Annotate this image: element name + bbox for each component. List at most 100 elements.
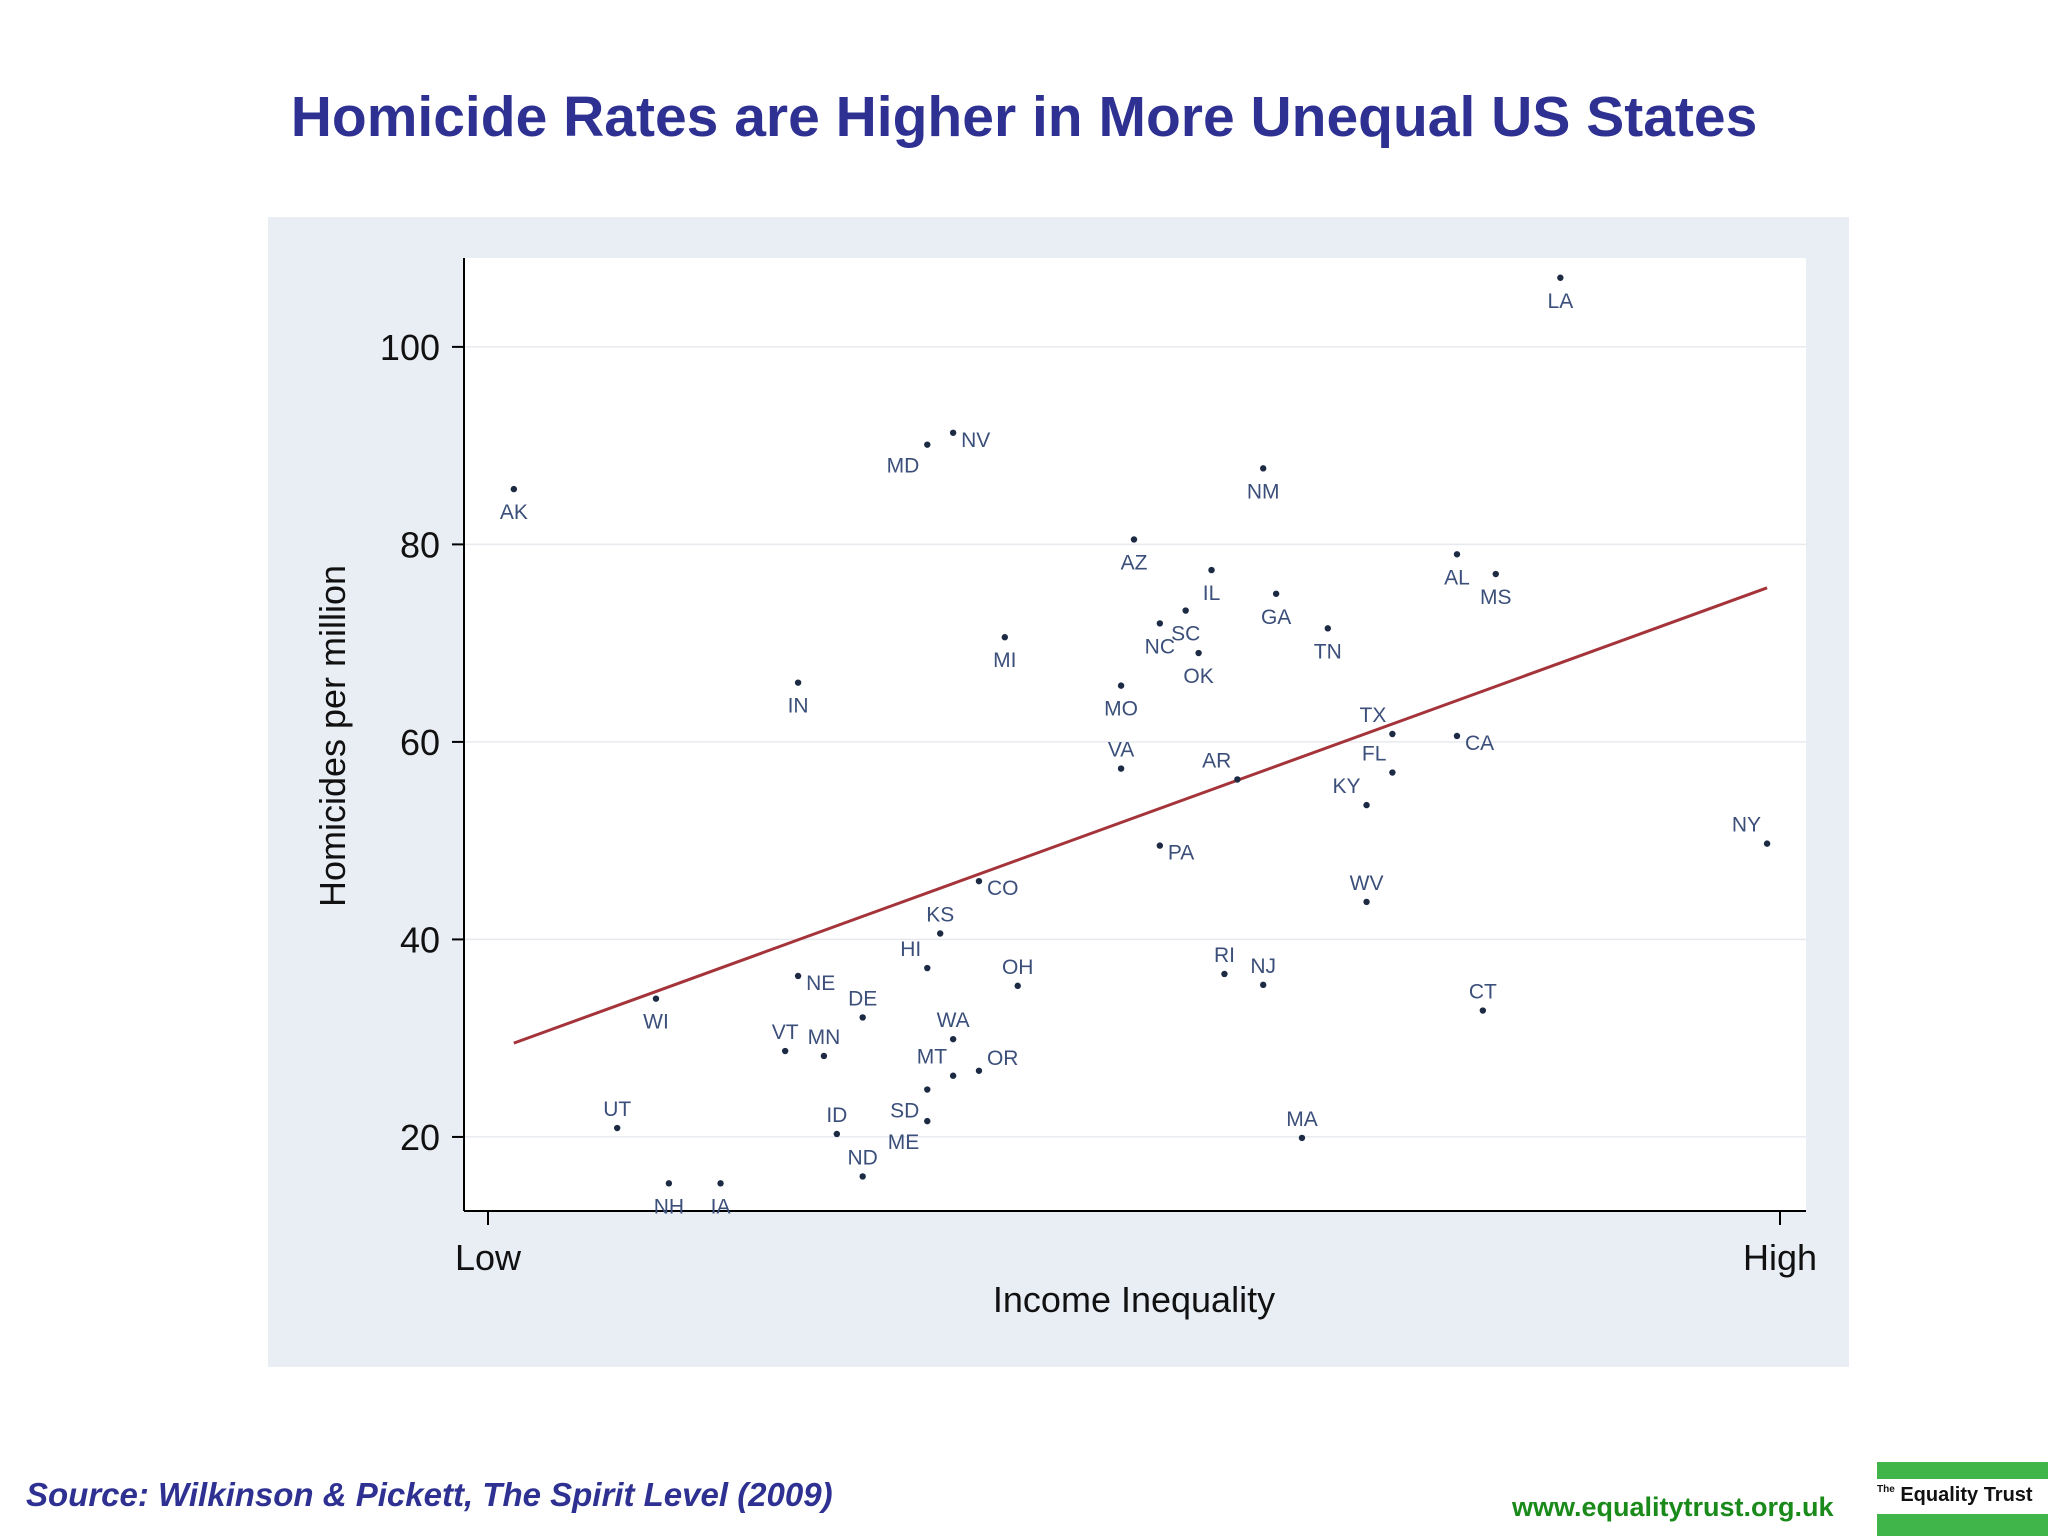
gridlines bbox=[464, 346, 1806, 1138]
point-wv bbox=[1363, 898, 1370, 906]
point-mt bbox=[949, 1072, 957, 1079]
point-wi bbox=[652, 995, 660, 1002]
point-label-ok: OK bbox=[1183, 665, 1213, 688]
point-label-nc: NC bbox=[1145, 635, 1175, 658]
x-axis-title: Income Inequality bbox=[993, 1279, 1275, 1320]
point-id bbox=[833, 1130, 841, 1138]
point-ma bbox=[1298, 1134, 1306, 1142]
point-nd bbox=[859, 1173, 866, 1180]
point-tx bbox=[1389, 730, 1396, 738]
point-nc bbox=[1156, 620, 1164, 627]
y-tick-label: 20 bbox=[400, 1117, 440, 1158]
logo-top-bar bbox=[1877, 1462, 2048, 1479]
point-nh bbox=[665, 1180, 673, 1187]
point-ne bbox=[794, 972, 802, 980]
point-me bbox=[924, 1117, 931, 1125]
point-label-mn: MN bbox=[808, 1026, 841, 1049]
point-ca bbox=[1453, 732, 1461, 740]
point-label-wv: WV bbox=[1350, 872, 1384, 895]
point-label-co: CO bbox=[987, 877, 1019, 900]
point-label-mi: MI bbox=[993, 649, 1016, 672]
point-label-mo: MO bbox=[1104, 698, 1138, 721]
point-md bbox=[924, 441, 931, 448]
point-al bbox=[1453, 551, 1461, 558]
y-axis-title: Homicides per million bbox=[312, 565, 353, 907]
point-label-wi: WI bbox=[643, 1011, 669, 1034]
equality-trust-logo: The Equality Trust bbox=[1877, 1462, 2048, 1536]
point-ri bbox=[1221, 970, 1228, 978]
point-label-sd: SD bbox=[890, 1100, 919, 1123]
point-va bbox=[1117, 765, 1125, 772]
point-mi bbox=[1001, 634, 1008, 641]
logo-bottom-bar bbox=[1877, 1514, 2048, 1536]
point-label-ks: KS bbox=[926, 903, 954, 926]
point-label-vt: VT bbox=[772, 1021, 799, 1044]
point-ia bbox=[717, 1180, 724, 1187]
y-tick-label: 100 bbox=[380, 327, 440, 368]
point-label-oh: OH bbox=[1002, 956, 1034, 979]
point-label-va: VA bbox=[1108, 739, 1134, 762]
point-label-al: AL bbox=[1444, 566, 1470, 589]
website-link[interactable]: www.equalitytrust.org.uk bbox=[1512, 1492, 1834, 1522]
point-label-ar: AR bbox=[1202, 749, 1231, 772]
point-label-ut: UT bbox=[603, 1098, 631, 1121]
point-ga bbox=[1272, 590, 1280, 597]
point-label-az: AZ bbox=[1121, 551, 1148, 574]
point-label-ak: AK bbox=[500, 501, 528, 524]
point-label-ma: MA bbox=[1286, 1108, 1318, 1131]
point-hi bbox=[924, 964, 931, 972]
point-il bbox=[1208, 566, 1215, 574]
x-tick-label: High bbox=[1743, 1237, 1817, 1278]
point-pa bbox=[1156, 842, 1164, 849]
point-ok bbox=[1195, 649, 1202, 657]
point-mo bbox=[1117, 682, 1125, 689]
point-de bbox=[859, 1014, 866, 1021]
trend-line bbox=[513, 586, 1768, 1045]
point-label-pa: PA bbox=[1168, 842, 1194, 865]
page-title: Homicide Rates are Higher in More Unequa… bbox=[290, 85, 1758, 149]
point-ct bbox=[1479, 1007, 1487, 1014]
trendline-group bbox=[513, 586, 1768, 1045]
x-tick-label: Low bbox=[455, 1237, 522, 1278]
point-ut bbox=[614, 1124, 621, 1132]
point-ms bbox=[1492, 570, 1499, 578]
point-label-nd: ND bbox=[848, 1146, 878, 1169]
point-tn bbox=[1324, 625, 1332, 632]
point-label-sc: SC bbox=[1171, 623, 1200, 646]
point-label-ct: CT bbox=[1469, 981, 1497, 1004]
point-in bbox=[794, 679, 802, 686]
point-vt bbox=[781, 1047, 789, 1055]
point-label-mt: MT bbox=[917, 1046, 947, 1069]
point-label-ca: CA bbox=[1465, 732, 1494, 755]
y-tick-label: 80 bbox=[400, 524, 440, 565]
point-nm bbox=[1260, 465, 1267, 472]
point-label-ky: KY bbox=[1333, 775, 1361, 798]
point-label-id: ID bbox=[826, 1104, 847, 1127]
point-co bbox=[975, 877, 983, 885]
point-wa bbox=[949, 1035, 957, 1043]
point-sc bbox=[1182, 607, 1189, 614]
point-label-il: IL bbox=[1203, 582, 1221, 605]
point-label-tn: TN bbox=[1314, 640, 1342, 663]
logo-small-text: The bbox=[1877, 1484, 1895, 1495]
point-label-wa: WA bbox=[937, 1009, 970, 1032]
point-label-hi: HI bbox=[900, 938, 921, 961]
logo-main-text: Equality Trust bbox=[1900, 1484, 2033, 1506]
point-label-ga: GA bbox=[1261, 606, 1291, 629]
source-citation: Source: Wilkinson & Pickett, The Spirit … bbox=[26, 1476, 833, 1513]
point-label-tx: TX bbox=[1360, 704, 1387, 727]
point-az bbox=[1130, 536, 1138, 543]
point-label-ne: NE bbox=[806, 972, 835, 995]
point-or bbox=[975, 1067, 983, 1074]
point-sd bbox=[924, 1086, 931, 1093]
point-mn bbox=[820, 1052, 828, 1060]
point-label-de: DE bbox=[848, 987, 877, 1010]
point-fl bbox=[1389, 769, 1396, 776]
axis-ticks: 20 40 60 80 100 Low High bbox=[380, 327, 1817, 1278]
point-label-ms: MS bbox=[1480, 586, 1512, 609]
point-ks bbox=[937, 930, 944, 937]
point-label-nv: NV bbox=[961, 429, 990, 452]
point-label-me: ME bbox=[888, 1131, 920, 1154]
